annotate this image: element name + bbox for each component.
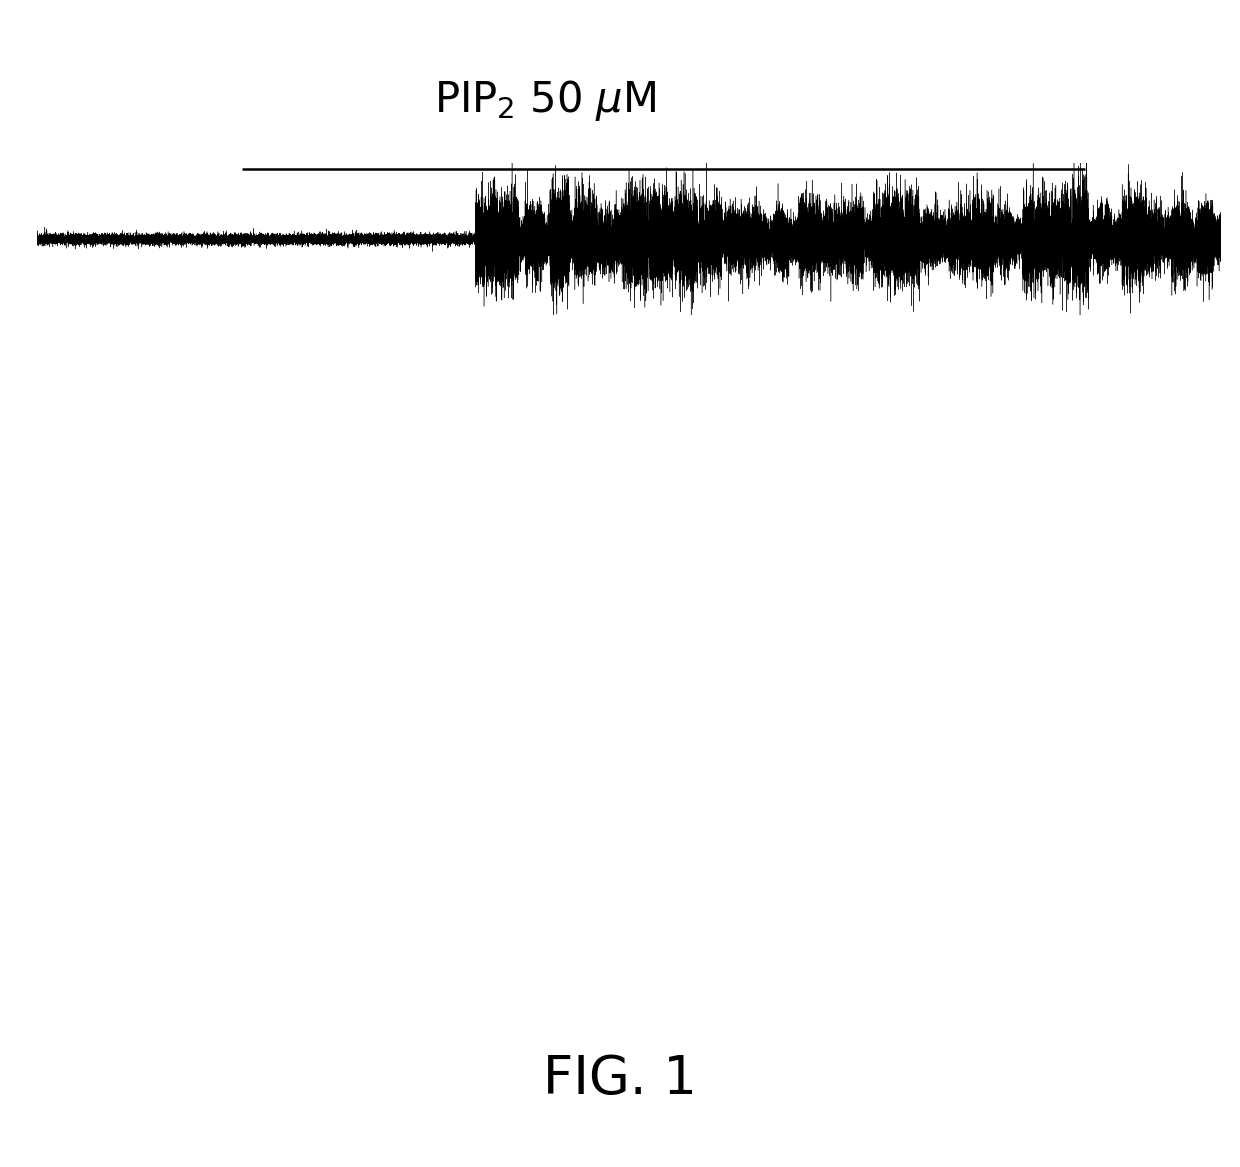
Text: PIP$_2$ 50 $\mu$M: PIP$_2$ 50 $\mu$M [434, 77, 657, 123]
Text: FIG. 1: FIG. 1 [543, 1054, 697, 1105]
